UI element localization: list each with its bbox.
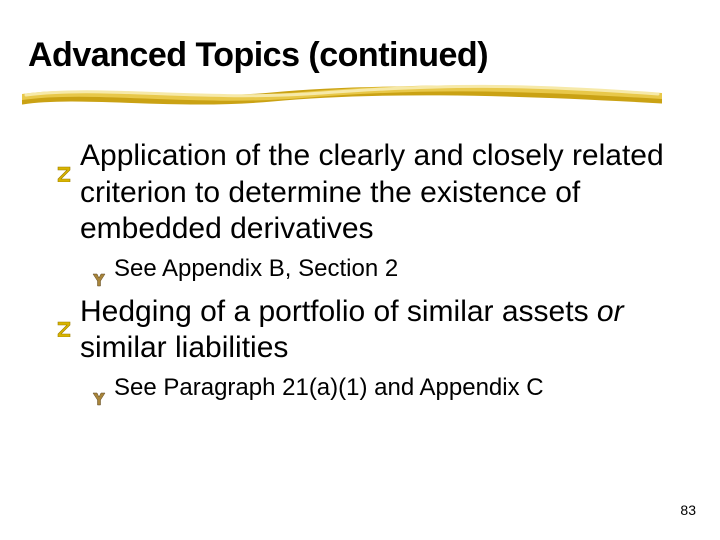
bullet-level-1: Hedging of a portfolio of similar assets…: [58, 294, 678, 367]
sub-bullet-text: See Appendix B, Section 2: [92, 254, 678, 284]
bullet-level-2: See Appendix B, Section 2: [92, 254, 678, 284]
z-bullet-icon: [56, 155, 72, 171]
italic-run: or: [597, 295, 624, 328]
y-bullet-icon: [92, 265, 106, 279]
text-run: Hedging of a portfolio of similar assets: [80, 295, 597, 328]
slide-body: Application of the clearly and closely r…: [58, 138, 678, 413]
text-run: similar liabilities: [80, 331, 288, 364]
bullet-level-1: Application of the clearly and closely r…: [58, 138, 678, 248]
bullet-level-2: See Paragraph 21(a)(1) and Appendix C: [92, 373, 678, 403]
bullet-text: Application of the clearly and closely r…: [58, 138, 678, 248]
sub-bullet-text: See Paragraph 21(a)(1) and Appendix C: [92, 373, 678, 403]
y-bullet-icon: [92, 384, 106, 398]
bullet-text: Hedging of a portfolio of similar assets…: [58, 294, 678, 367]
page-number: 83: [680, 502, 696, 518]
slide: Advanced Topics (continued) Application …: [0, 0, 720, 540]
z-bullet-icon: [56, 310, 72, 326]
title-underline: [22, 84, 662, 110]
slide-title: Advanced Topics (continued): [28, 36, 488, 75]
